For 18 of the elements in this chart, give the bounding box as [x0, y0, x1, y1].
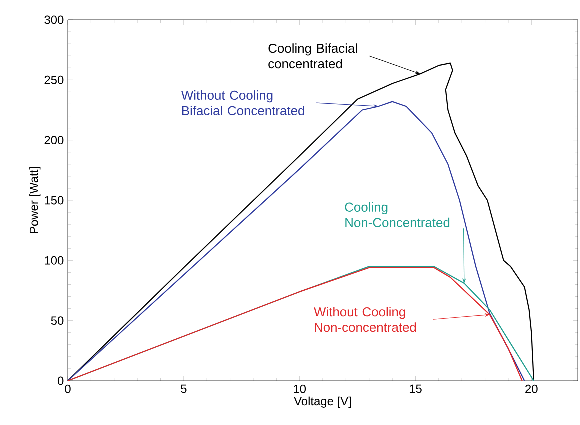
x-axis-title: Voltage [V] [294, 396, 352, 408]
legend-label: Without Cooling Bifacial Concentrated [181, 90, 304, 116]
y-tick-label: 50 [51, 316, 64, 326]
x-tick-label: 0 [65, 384, 71, 394]
x-tick-label: 15 [410, 384, 422, 394]
y-tick-label: 0 [58, 376, 64, 386]
y-tick-label: 300 [44, 16, 64, 24]
x-tick-label: 5 [181, 384, 187, 394]
legend-label: Without Cooling Non-concentrated [314, 307, 416, 332]
x-tick-label: 20 [526, 384, 538, 394]
text: Cooling Non-Concentrated [345, 202, 450, 228]
legend-label: Cooling Bifacial concentrated [268, 44, 358, 69]
y-tick-label: 150 [45, 196, 64, 205]
y-tick-label: 200 [44, 136, 64, 145]
y-tick-label: 250 [44, 76, 64, 84]
y-tick-label: 100 [45, 256, 64, 265]
y-axis-title: Power [Watt] [30, 167, 41, 234]
x-tick-label: 10 [294, 384, 306, 394]
